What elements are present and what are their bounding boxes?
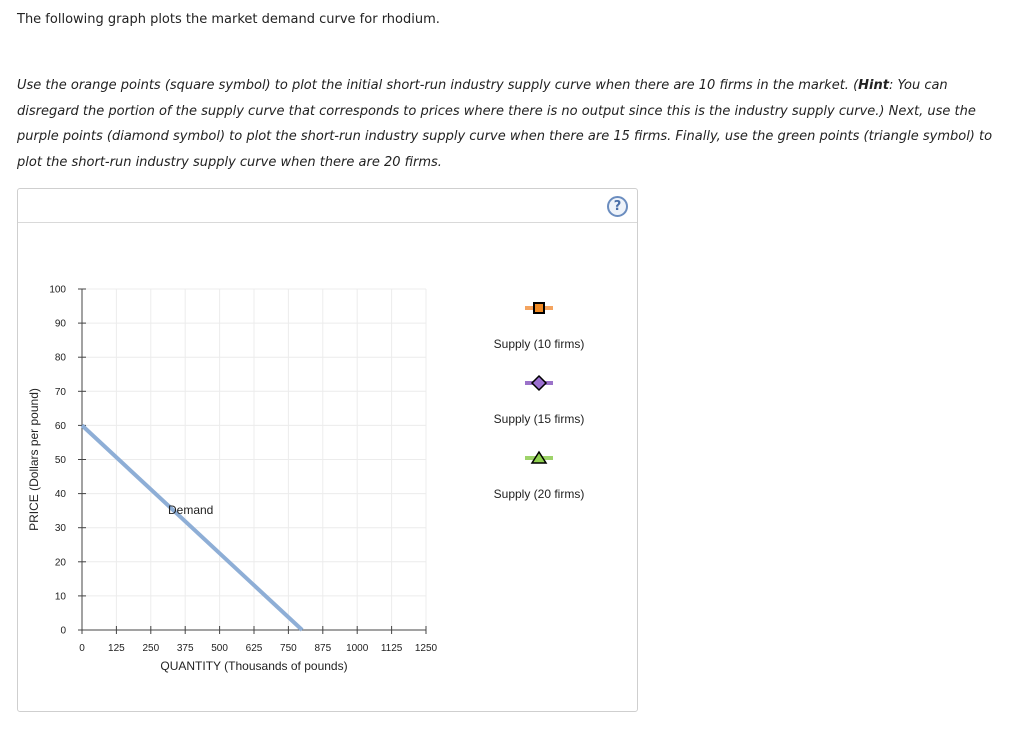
x-tick-label: 1125: [381, 643, 403, 654]
x-tick-label: 125: [108, 643, 125, 654]
x-tick-label: 750: [280, 643, 297, 654]
y-tick-label: 30: [55, 523, 67, 534]
y-tick-label: 10: [55, 591, 67, 602]
y-tick-label: 40: [55, 489, 67, 500]
y-tick-label: 60: [55, 421, 67, 432]
y-tick-label: 70: [55, 387, 67, 398]
legend-label: Supply (15 firms): [494, 412, 585, 426]
x-tick-label: 875: [314, 643, 331, 654]
diamond-marker-icon: [530, 374, 548, 392]
y-tick-label: 20: [55, 557, 67, 568]
panel-toolbar: ?: [18, 189, 637, 223]
square-marker-icon: [533, 302, 545, 314]
graph-panel: ? 0 10 20 30 40 50 60 70 80 90 100 0 125 250 375 500 625…: [17, 188, 638, 712]
x-tick-label: 0: [79, 643, 85, 654]
instructions-part-2: : You can disregard the portion of the s…: [17, 78, 993, 170]
instructions-part-1: Use the orange points (square symbol) to…: [17, 78, 859, 93]
demand-curve-line: [80, 423, 304, 632]
instructions-text: Use the orange points (square symbol) to…: [17, 73, 1007, 175]
help-icon[interactable]: ?: [607, 196, 628, 217]
x-tick-label: 1250: [415, 643, 438, 654]
x-tick-label: 250: [142, 643, 159, 654]
x-tick-label: 1000: [346, 643, 369, 654]
x-axis-label: QUANTITY (Thousands of pounds): [160, 659, 347, 673]
y-tick-label: 0: [60, 626, 66, 637]
legend-label: Supply (10 firms): [494, 337, 585, 351]
legend-label: Supply (20 firms): [494, 487, 585, 501]
y-tick-label: 90: [55, 319, 67, 330]
y-tick-label: 100: [49, 285, 66, 296]
x-tick-label: 500: [211, 643, 228, 654]
y-tick-label: 50: [55, 455, 67, 466]
x-tick-label: 625: [246, 643, 263, 654]
triangle-marker-icon: [530, 450, 548, 464]
hint-label: Hint: [858, 78, 889, 93]
x-tick-label: 375: [177, 643, 194, 654]
y-tick-label: 80: [55, 353, 67, 364]
demand-curve-label: Demand: [168, 503, 213, 517]
y-axis-label: PRICE (Dollars per pound): [27, 388, 41, 531]
intro-text: The following graph plots the market dem…: [17, 12, 440, 27]
